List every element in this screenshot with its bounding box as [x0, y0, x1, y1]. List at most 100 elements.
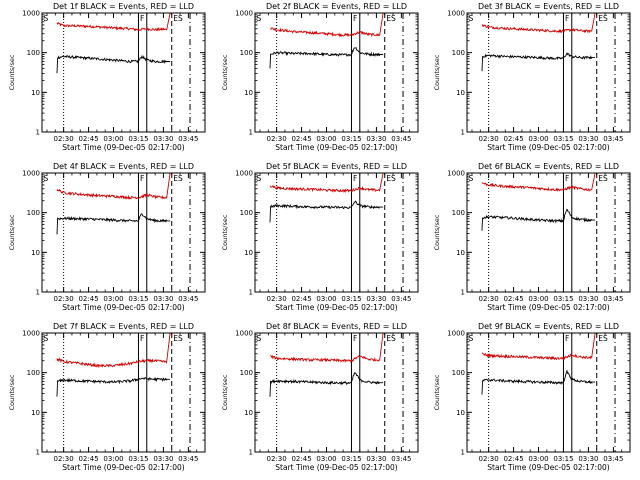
- event-marker-label: F: [353, 14, 357, 23]
- event-marker-label: F: [353, 334, 357, 343]
- y-axis-label: Counts/sec: [8, 214, 16, 250]
- y-axis-label: Counts/sec: [221, 374, 229, 410]
- chart-panel-7: Det 7f BLACK = Events, RED = LLD S F ES 1 10 1…: [8, 322, 206, 472]
- x-tick-label: 02:30: [54, 295, 74, 303]
- x-tick-label: 03:15: [553, 455, 573, 463]
- y-tick-label: 1: [249, 449, 253, 457]
- y-tick-label: 10: [456, 89, 465, 97]
- x-tick-label: 02:30: [479, 295, 499, 303]
- y-tick-label: 10: [456, 409, 465, 417]
- lld-series-line: [56, 13, 171, 32]
- x-axis-label: Start Time (09-Dec-05 02:17:00): [62, 143, 184, 152]
- panel-title: Det 8f BLACK = Events, RED = LLD: [266, 322, 407, 331]
- x-tick-label: 03:15: [341, 295, 361, 303]
- x-tick-label: 03:30: [578, 455, 598, 463]
- event-marker-label: S: [257, 14, 262, 23]
- lld-series-line: [56, 173, 171, 201]
- x-axis-label: Start Time (09-Dec-05 02:17:00): [275, 143, 397, 152]
- lld-series-line: [481, 13, 596, 34]
- x-tick-label: 03:30: [366, 295, 386, 303]
- x-tick-label: 02:45: [503, 135, 523, 143]
- y-tick-label: 100: [240, 369, 253, 377]
- y-axis-label: Counts/sec: [433, 374, 441, 410]
- x-tick-label: 03:15: [128, 295, 148, 303]
- events-series-line: [56, 54, 171, 74]
- panel-title: Det 1f BLACK = Events, RED = LLD: [53, 2, 194, 11]
- y-tick-label: 1000: [22, 170, 40, 178]
- event-marker-label: ES: [173, 14, 183, 23]
- plot-frame: [41, 332, 206, 453]
- events-series-line: [481, 208, 596, 231]
- lld-series-line: [56, 333, 171, 369]
- lld-series-line: [481, 173, 596, 193]
- event-marker-label: S: [44, 14, 49, 23]
- x-tick-label: 02:45: [78, 295, 98, 303]
- events-series-line: [56, 213, 171, 235]
- x-axis-label: Start Time (09-Dec-05 02:17:00): [275, 463, 397, 472]
- event-marker-label: S: [257, 334, 262, 343]
- lld-series-line: [269, 173, 384, 194]
- y-axis-label: Counts/sec: [8, 54, 16, 90]
- panel-title: Det 5f BLACK = Events, RED = LLD: [266, 162, 407, 171]
- chart-panel-1: Det 1f BLACK = Events, RED = LLD S F ES 1 10 1…: [8, 2, 206, 152]
- x-tick-label: 03:15: [341, 135, 361, 143]
- chart-panel-2: Det 2f BLACK = Events, RED = LLD S F ES 1 10 1…: [221, 2, 419, 152]
- chart-panel-4: Det 4f BLACK = Events, RED = LLD S F ES 1 10 1…: [8, 162, 206, 312]
- y-tick-label: 10: [31, 409, 40, 417]
- chart-panel-8: Det 8f BLACK = Events, RED = LLD S F ES 1 10 1…: [221, 322, 419, 472]
- x-tick-label: 03:00: [316, 135, 336, 143]
- x-tick-label: 03:15: [341, 455, 361, 463]
- x-tick-label: 02:30: [267, 135, 287, 143]
- event-marker-label: ES: [173, 174, 183, 183]
- y-tick-label: 10: [456, 249, 465, 257]
- x-tick-label: 03:45: [391, 455, 411, 463]
- x-tick-label: 02:45: [78, 135, 98, 143]
- y-tick-label: 100: [452, 369, 465, 377]
- x-tick-label: 03:15: [128, 455, 148, 463]
- event-marker-label: S: [44, 334, 49, 343]
- event-marker-label: F: [565, 174, 569, 183]
- event-marker-label: F: [565, 14, 569, 23]
- events-series-line: [269, 200, 384, 223]
- y-tick-label: 1000: [447, 10, 465, 18]
- y-tick-label: 1000: [235, 10, 253, 18]
- y-tick-label: 1000: [235, 170, 253, 178]
- plot-frame: [466, 332, 631, 453]
- x-tick-label: 03:45: [178, 295, 198, 303]
- events-series-line: [481, 52, 596, 72]
- plot-frame: [41, 172, 206, 293]
- x-axis-label: Start Time (09-Dec-05 02:17:00): [487, 463, 609, 472]
- plot-frame: [466, 172, 631, 293]
- y-tick-label: 1000: [447, 330, 465, 338]
- panel-title: Det 9f BLACK = Events, RED = LLD: [478, 322, 619, 331]
- event-marker-label: F: [565, 334, 569, 343]
- x-tick-label: 03:30: [366, 135, 386, 143]
- events-series-line: [481, 369, 596, 395]
- x-tick-label: 02:45: [291, 135, 311, 143]
- lld-series-line: [270, 333, 384, 364]
- x-tick-label: 02:30: [267, 455, 287, 463]
- x-tick-label: 03:15: [553, 135, 573, 143]
- x-tick-label: 03:00: [528, 135, 548, 143]
- y-tick-label: 10: [31, 249, 40, 257]
- y-tick-label: 10: [244, 249, 253, 257]
- event-marker-label: ES: [386, 334, 396, 343]
- panel-title: Det 4f BLACK = Events, RED = LLD: [53, 162, 194, 171]
- events-series-line: [269, 372, 384, 397]
- y-tick-label: 1: [249, 129, 253, 137]
- chart-panel-6: Det 6f BLACK = Events, RED = LLD S F ES 1 10 1…: [433, 162, 631, 312]
- panel-title: Det 7f BLACK = Events, RED = LLD: [53, 322, 194, 331]
- event-marker-label: S: [44, 174, 49, 183]
- y-axis-label: Counts/sec: [433, 54, 441, 90]
- x-tick-label: 02:45: [291, 295, 311, 303]
- y-tick-label: 10: [244, 89, 253, 97]
- chart-panels: Det 1f BLACK = Events, RED = LLD S F ES 1 10 1…: [8, 2, 631, 472]
- x-tick-label: 03:30: [153, 135, 173, 143]
- event-marker-label: F: [140, 334, 144, 343]
- y-tick-label: 100: [27, 369, 40, 377]
- panel-title: Det 2f BLACK = Events, RED = LLD: [266, 2, 407, 11]
- lld-series-line: [269, 13, 384, 38]
- x-tick-label: 03:45: [178, 455, 198, 463]
- event-marker-label: S: [469, 334, 474, 343]
